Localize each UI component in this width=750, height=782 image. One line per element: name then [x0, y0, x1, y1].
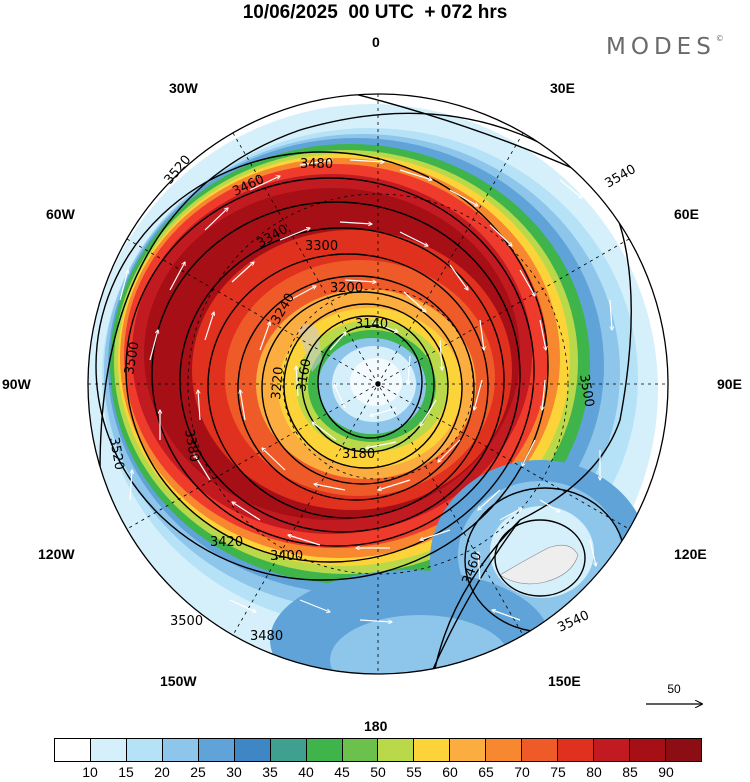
- contour-label: 3500: [170, 614, 203, 629]
- contour-label: 3480: [250, 629, 283, 644]
- colorbar-swatch: [342, 739, 379, 761]
- contour-label: 3540: [603, 162, 639, 192]
- colorbar-swatch: [306, 739, 343, 761]
- colorbar-tick-label: 25: [190, 764, 206, 780]
- colorbar-ticks: 10 15 20 25 30 35 40 45 50 55 60 65 70 75 80 85 90: [54, 764, 702, 782]
- contour-label: 3520: [106, 436, 127, 471]
- colorbar-swatch: [558, 739, 595, 761]
- contour-label: 3420: [210, 535, 243, 550]
- colorbar-tick-label: 50: [370, 764, 386, 780]
- colorbar-swatch: [630, 739, 666, 761]
- lon-label-30e: 30E: [550, 80, 575, 96]
- colorbar-tick-label: 30: [226, 764, 242, 780]
- colorbar-tick-label: 35: [262, 764, 278, 780]
- lon-label-150w: 150W: [160, 673, 197, 689]
- contour-label: 3220: [269, 366, 287, 400]
- colorbar-swatch: [522, 739, 559, 761]
- lon-label-90e: 90E: [717, 376, 742, 392]
- colorbar-tick-label: 75: [550, 764, 566, 780]
- brand-logo: MODES©: [606, 34, 724, 60]
- colorbar-swatch: [234, 739, 271, 761]
- contour-label: 3200: [330, 281, 363, 296]
- colorbar-swatch: [594, 739, 630, 761]
- contour-label: 3140: [355, 317, 388, 332]
- colorbar-swatch: [378, 739, 415, 761]
- colorbar: [54, 738, 702, 762]
- contour-label: 3500: [576, 373, 597, 408]
- copyright-mark: ©: [715, 34, 724, 43]
- colorbar-tick-label: 55: [406, 764, 422, 780]
- lon-label-120e: 120E: [674, 546, 707, 562]
- vector-reference-arrow: [646, 682, 704, 712]
- colorbar-tick-label: 15: [118, 764, 134, 780]
- map-title: 10/06/2025 00 UTC + 072 hrs: [242, 2, 508, 23]
- colorbar-tick-label: 60: [442, 764, 458, 780]
- colorbar-swatch: [90, 739, 127, 761]
- contour-label: 3180: [342, 447, 375, 462]
- vector-reference-label: 50: [667, 682, 681, 696]
- lon-label-0: 0: [372, 34, 380, 50]
- lon-label-90w: 90W: [2, 376, 31, 392]
- contour-label: 3400: [270, 549, 303, 564]
- lon-label-150e: 150E: [548, 673, 581, 689]
- colorbar-tick-label: 45: [334, 764, 350, 780]
- lon-label-30w: 30W: [169, 80, 198, 96]
- map-boundary: [87, 93, 669, 675]
- colorbar-swatch: [450, 739, 487, 761]
- colorbar-tick-label: 65: [478, 764, 494, 780]
- vector-reference: 50: [644, 682, 704, 712]
- lon-label-60e: 60E: [674, 206, 699, 222]
- colorbar-tick-label: 40: [298, 764, 314, 780]
- land-new-zealand: [499, 544, 579, 585]
- colorbar-swatch: [55, 739, 91, 761]
- contour-label: 3500: [122, 340, 143, 375]
- colorbar-tick-label: 90: [658, 764, 674, 780]
- colorbar-swatch: [665, 739, 701, 761]
- contour-label: 3300: [305, 239, 338, 254]
- colorbar-tick-label: 10: [82, 764, 98, 780]
- colorbar-swatch: [270, 739, 307, 761]
- contour-label: 3380: [181, 428, 202, 463]
- colorbar-swatch: [126, 739, 163, 761]
- colorbar-swatch: [162, 739, 199, 761]
- colorbar-swatch: [414, 739, 451, 761]
- lon-label-120w: 120W: [38, 546, 75, 562]
- colorbar-swatch: [198, 739, 235, 761]
- brand-name: MODES: [606, 34, 716, 60]
- wind-speed-field: [88, 94, 668, 674]
- colorbar-swatch: [486, 739, 523, 761]
- colorbar-tick-label: 85: [622, 764, 638, 780]
- contour-label: 3480: [300, 157, 333, 172]
- polar-map: 3140 3160 3180 3200 3220 3240 3300 3340 …: [87, 93, 669, 675]
- land-south-america: [298, 324, 322, 372]
- contour-label: 3540: [555, 608, 591, 636]
- colorbar-tick-label: 70: [514, 764, 530, 780]
- colorbar-tick-label: 80: [586, 764, 602, 780]
- contour-label: 3160: [294, 357, 315, 392]
- lon-label-180: 180: [364, 718, 388, 734]
- lon-label-60w: 60W: [46, 206, 75, 222]
- colorbar-tick-label: 20: [154, 764, 170, 780]
